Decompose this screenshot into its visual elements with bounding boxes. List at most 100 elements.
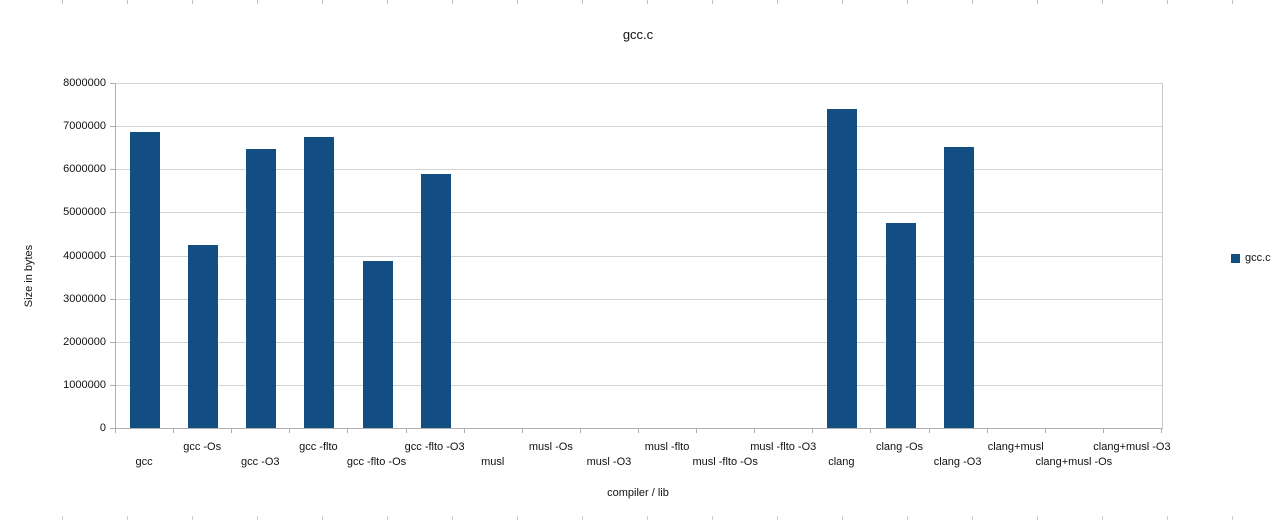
- edge-tick: [322, 516, 323, 520]
- edge-tick: [62, 0, 63, 4]
- edge-tick: [1102, 0, 1103, 4]
- x-category-label-gcc -flto: gcc -flto: [299, 441, 338, 453]
- x-tick-mark: [1161, 429, 1162, 433]
- y-tick-mark: [110, 212, 115, 214]
- x-tick-mark: [870, 429, 872, 433]
- edge-tick: [972, 516, 973, 520]
- x-tick-mark: [347, 429, 349, 433]
- x-tick-mark: [696, 429, 698, 433]
- x-tick-mark: [405, 429, 407, 433]
- edge-tick: [647, 516, 648, 520]
- edge-tick: [777, 0, 778, 4]
- x-tick-mark: [115, 429, 116, 433]
- bar-gcc -flto -Os: [362, 261, 393, 428]
- gridline-3000000: [116, 298, 1162, 300]
- edge-tick: [517, 0, 518, 4]
- x-category-label-gcc: gcc: [135, 456, 153, 468]
- x-category-label-musl: musl: [481, 456, 505, 468]
- y-tick-label: 8000000: [63, 77, 106, 89]
- x-tick-mark: [754, 429, 756, 433]
- edge-tick: [192, 0, 193, 4]
- edge-tick: [907, 0, 908, 4]
- x-tick-mark: [638, 429, 639, 433]
- gridline-4000000: [116, 255, 1162, 257]
- gridline-6000000: [116, 169, 1162, 171]
- x-tick-mark: [521, 429, 523, 433]
- y-tick-label: 5000000: [63, 206, 106, 219]
- y-tick-label: 4000000: [63, 249, 106, 262]
- x-category-label-musl -flto: musl -flto: [644, 441, 690, 453]
- legend-label: gcc.c: [1245, 252, 1271, 264]
- edge-tick: [257, 0, 258, 4]
- bar-gcc -flto -O3: [420, 174, 451, 428]
- y-tick-label: 2000000: [63, 335, 106, 348]
- gridline-5000000: [116, 212, 1162, 214]
- y-tick-mark: [110, 83, 115, 84]
- x-category-label-gcc -flto -Os: gcc -flto -Os: [346, 456, 407, 468]
- edge-tick: [257, 516, 258, 520]
- x-category-label-musl -Os: musl -Os: [528, 441, 573, 453]
- x-category-label-clang+musl: clang+musl: [987, 441, 1044, 453]
- edge-tick: [712, 0, 713, 4]
- y-tick-label: 1000000: [63, 378, 106, 391]
- y-tick-label: 7000000: [63, 120, 106, 133]
- edge-tick: [1232, 0, 1233, 4]
- x-tick-mark: [173, 429, 175, 433]
- legend: gcc.c: [1231, 252, 1271, 264]
- bar-gcc: [130, 132, 161, 428]
- edge-tick: [1037, 516, 1038, 520]
- y-tick-mark: [110, 428, 115, 429]
- x-category-label-gcc -O3: gcc -O3: [241, 456, 280, 468]
- gridline-8000000: [116, 83, 1162, 84]
- x-category-label-clang -O3: clang -O3: [933, 456, 982, 468]
- x-tick-mark: [1044, 429, 1046, 433]
- edge-tick: [452, 0, 453, 4]
- x-category-label-gcc -flto -O3: gcc -flto -O3: [404, 441, 465, 453]
- y-axis-title: Size in bytes: [23, 244, 35, 308]
- y-tick-mark: [110, 341, 115, 343]
- x-tick-mark: [1102, 429, 1104, 433]
- edge-tick: [387, 0, 388, 4]
- bar-clang -Os: [885, 222, 916, 428]
- edge-tick: [127, 516, 128, 520]
- x-tick-mark: [231, 429, 233, 433]
- x-tick-mark: [579, 429, 581, 433]
- x-category-label-gcc -Os: gcc -Os: [183, 441, 222, 453]
- x-tick-mark: [463, 429, 465, 433]
- bar-gcc -flto: [304, 137, 335, 428]
- bar-clang: [827, 108, 858, 428]
- gridline-2000000: [116, 341, 1162, 343]
- y-tick-label: 0: [99, 422, 106, 434]
- edge-tick: [127, 0, 128, 4]
- bar-gcc -O3: [246, 148, 277, 428]
- gridline-7000000: [116, 126, 1162, 128]
- x-category-label-clang -Os: clang -Os: [875, 441, 924, 453]
- edge-tick: [192, 516, 193, 520]
- x-category-label-musl -flto -Os: musl -flto -Os: [692, 456, 758, 468]
- edge-tick: [972, 0, 973, 4]
- y-tick-mark: [110, 384, 115, 386]
- edge-tick: [517, 516, 518, 520]
- edge-tick: [1037, 0, 1038, 4]
- x-tick-mark: [289, 429, 291, 433]
- x-axis-title: compiler / lib: [607, 487, 669, 499]
- gridline-1000000: [116, 384, 1162, 386]
- edge-tick: [647, 0, 648, 4]
- chart-title: gcc.c: [622, 27, 654, 42]
- y-tick-mark: [110, 298, 115, 300]
- y-tick-mark: [110, 169, 115, 171]
- bar-gcc -Os: [188, 245, 219, 428]
- x-category-label-clang+musl -Os: clang+musl -Os: [1035, 456, 1113, 468]
- edge-tick: [907, 516, 908, 520]
- x-tick-mark: [986, 429, 988, 433]
- edge-tick: [582, 516, 583, 520]
- edge-tick: [387, 516, 388, 520]
- edge-tick: [62, 516, 63, 520]
- bar-clang -O3: [943, 146, 974, 428]
- edge-tick: [712, 516, 713, 520]
- edge-tick: [1167, 0, 1168, 4]
- edge-tick: [842, 516, 843, 520]
- legend-color-swatch: [1231, 253, 1240, 263]
- y-tick-label: 3000000: [63, 292, 106, 305]
